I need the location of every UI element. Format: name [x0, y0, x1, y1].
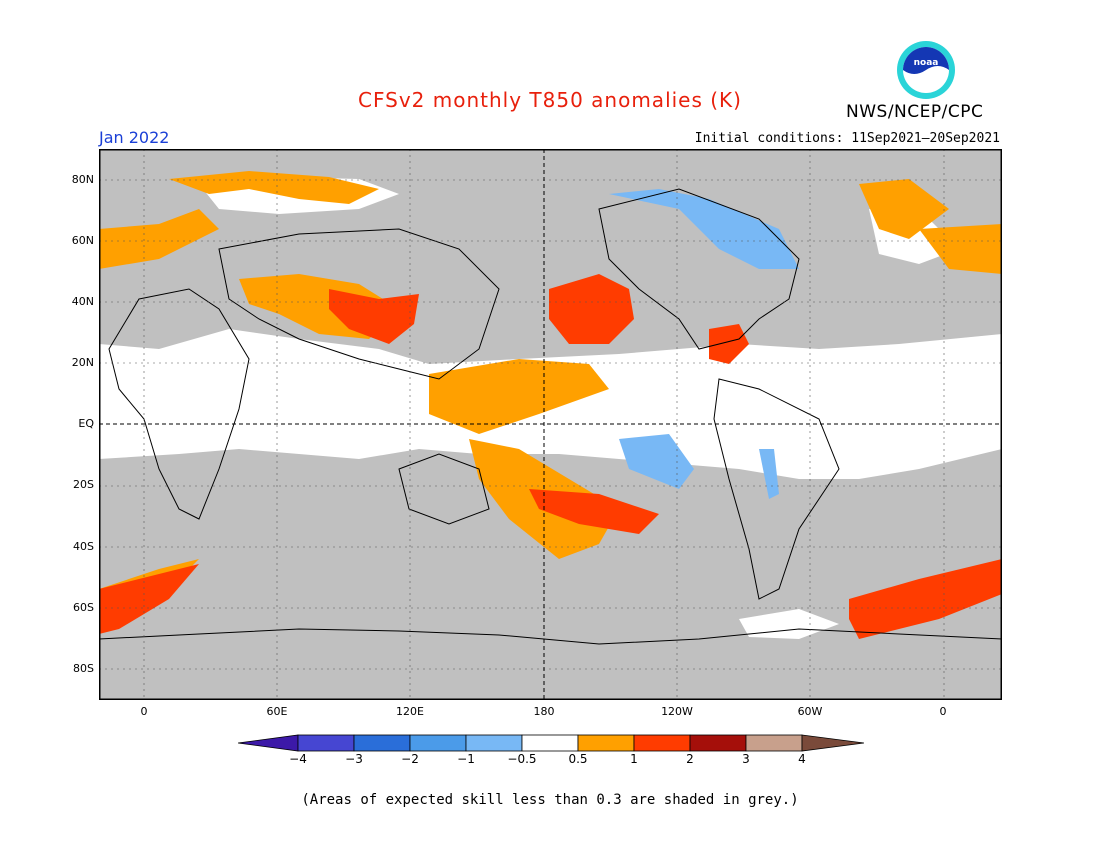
lat-label: 40N	[71, 295, 94, 308]
colorbar-label: −4	[289, 752, 307, 766]
lat-label: 40S	[73, 540, 94, 553]
blue-brazil	[759, 449, 779, 499]
lat-label: 80N	[71, 173, 94, 186]
colorbar-label: −1	[457, 752, 475, 766]
red-north-pacific	[549, 274, 634, 344]
colorbar-swatch	[745, 734, 803, 752]
orange-north-atlantic	[919, 224, 1002, 274]
lon-label: 180	[533, 705, 555, 718]
colorbar	[238, 734, 864, 752]
lat-label: 20N	[71, 356, 94, 369]
colorbar-swatch	[353, 734, 411, 752]
colorbar-label: −0.5	[507, 752, 537, 766]
colorbar-label: 1	[630, 752, 638, 766]
org-label: NWS/NCEP/CPC	[846, 102, 984, 122]
svg-text:noaa: noaa	[914, 58, 939, 68]
map-grid	[99, 149, 1002, 700]
orange-arctic-siberia	[169, 171, 379, 204]
continent-outlines	[99, 188, 1002, 645]
red-southwest	[99, 564, 199, 634]
colorbar-label: 4	[798, 752, 806, 766]
colorbar-swatch	[297, 734, 355, 752]
orange-asia	[99, 209, 219, 269]
colorbar-swatch	[689, 734, 747, 752]
white-patch-southern	[739, 609, 839, 639]
colorbar-swatch	[633, 734, 691, 752]
red-mexico	[709, 324, 749, 364]
colorbar-swatch	[409, 734, 467, 752]
colorbar-label: 2	[686, 752, 694, 766]
colorbar-label: −3	[345, 752, 363, 766]
lon-label: 0	[939, 705, 947, 718]
chart-title: CFSv2 monthly T850 anomalies (K)	[358, 88, 742, 112]
forecast-month: Jan 2022	[99, 128, 170, 147]
lat-label: 60N	[71, 234, 94, 247]
red-south-pacific	[529, 489, 659, 534]
noaa-logo-icon: noaa	[897, 41, 955, 99]
lat-label: 20S	[73, 478, 94, 491]
lon-label: 0	[140, 705, 148, 718]
skill-note: (Areas of expected skill less than 0.3 a…	[301, 792, 799, 808]
lat-label: EQ	[78, 417, 94, 430]
initial-conditions: Initial conditions: 11Sep2021–20Sep2021	[694, 131, 1000, 146]
colorbar-label: 3	[742, 752, 750, 766]
blue-canada	[609, 189, 799, 269]
lon-label: 120W	[661, 705, 693, 718]
colorbar-swatch	[577, 734, 635, 752]
colorbar-label: 0.5	[568, 752, 588, 766]
map-frame	[99, 149, 1002, 700]
red-south-atlantic	[849, 559, 1002, 639]
colorbar-swatch	[465, 734, 523, 752]
colorbar-swatch	[801, 734, 864, 752]
lon-label: 60E	[266, 705, 288, 718]
colorbar-swatch	[521, 734, 579, 752]
anomaly-map	[99, 149, 1002, 700]
blue-equatorial-pacific	[619, 434, 694, 489]
lat-label: 80S	[73, 662, 94, 675]
red-east-asia	[329, 289, 419, 344]
lon-label: 120E	[396, 705, 424, 718]
lon-label: 60W	[797, 705, 823, 718]
orange-pacific-band	[429, 359, 609, 434]
colorbar-label: −2	[401, 752, 419, 766]
colorbar-swatch	[238, 734, 299, 752]
lat-label: 60S	[73, 601, 94, 614]
orange-greenland	[859, 179, 949, 239]
